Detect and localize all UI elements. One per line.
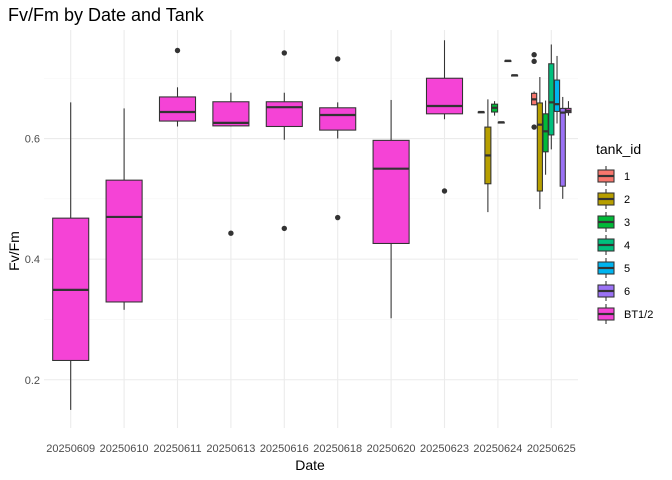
x-tick-label: 20250625 (527, 443, 576, 455)
box-20250623-BT1/2 (425, 40, 464, 194)
outlier-point (335, 56, 341, 62)
chart-title: Fv/Fm by Date and Tank (8, 5, 205, 25)
y-axis-title: Fv/Fm (6, 231, 22, 271)
box-20250613-BT1/2 (212, 92, 250, 236)
legend-item-3: 3 (597, 212, 630, 232)
box-20250625-2 (536, 77, 543, 210)
box-20250609-BT1/2 (52, 102, 90, 410)
box-body (553, 79, 561, 112)
box-20250624-2 (484, 99, 492, 213)
legend-label: 4 (624, 240, 630, 252)
outlier-point (335, 214, 341, 221)
box-body (319, 107, 357, 131)
box-body (425, 77, 464, 115)
x-tick-label: 20250611 (153, 443, 201, 455)
box-body (158, 96, 197, 122)
box-20250625-5 (553, 55, 561, 124)
box-20250611-BT1/2 (158, 47, 197, 127)
outlier-point (531, 124, 537, 130)
box-20250624-1 (477, 110, 485, 114)
y-tick-label: 0.2 (25, 375, 40, 387)
outlier-point (531, 58, 537, 65)
legend-title: tank_id (596, 141, 641, 157)
x-tick-label: 20250613 (206, 443, 255, 455)
legend: tank_id 1 2 3 4 5 6 BT1/2 (596, 141, 653, 324)
box-20250618-BT1/2 (319, 56, 357, 221)
x-tick-label: 20250616 (260, 443, 309, 455)
box-20250610-BT1/2 (105, 108, 143, 310)
legend-label: BT1/2 (624, 309, 653, 321)
legend-label: 3 (624, 217, 630, 229)
box-20250625-3 (542, 100, 549, 175)
legend-item-1: 1 (597, 166, 630, 186)
box-body (265, 101, 303, 128)
y-tick-label: 0.6 (25, 134, 40, 146)
x-tick-label: 20250623 (420, 443, 469, 455)
box-body (559, 107, 566, 187)
box-20250625-BT1/2 (565, 101, 572, 116)
legend-label: 1 (624, 171, 630, 183)
y-axis-ticks: 0.2 0.4 0.6 (25, 134, 40, 387)
outlier-point (174, 47, 181, 54)
box-20250616-BT1/2 (265, 50, 303, 232)
box-body (548, 63, 555, 136)
x-tick-label: 20250620 (367, 443, 416, 455)
legend-label: 2 (624, 194, 630, 206)
legend-label: 6 (624, 286, 630, 298)
box-body (372, 139, 410, 245)
box-20250625-6 (559, 96, 566, 199)
legend-item-6: 6 (597, 281, 630, 301)
box-20250624-3 (491, 101, 499, 116)
box-20250625-1 (531, 52, 538, 130)
box-body (542, 113, 549, 153)
legend-item-4: 4 (597, 235, 630, 255)
legend-item-2: 2 (597, 189, 630, 209)
box-20250620-BT1/2 (372, 99, 410, 319)
legend-item-5: 5 (597, 258, 630, 278)
x-axis-ticks: 20250609 20250610 20250611 20250613 20250616… (46, 443, 576, 455)
x-tick-label: 20250618 (313, 443, 362, 455)
outlier-point (281, 50, 287, 56)
outlier-point (281, 225, 287, 232)
x-axis-title: Date (295, 457, 325, 473)
box-20250624-5 (504, 59, 512, 63)
x-tick-label: 20250609 (46, 443, 95, 455)
x-tick-label: 20250610 (100, 443, 149, 455)
box-layer (52, 40, 572, 410)
box-body (105, 179, 143, 303)
box-20250624-6 (511, 74, 519, 77)
outlier-point (531, 52, 537, 58)
x-tick-label: 20250624 (473, 443, 522, 455)
legend-item-BT1/2: BT1/2 (597, 304, 653, 324)
box-body (536, 102, 543, 192)
outlier-point (228, 230, 234, 236)
y-tick-label: 0.4 (25, 254, 40, 266)
outlier-point (441, 188, 448, 194)
legend-label: 5 (624, 263, 630, 275)
box-20250625-4 (548, 44, 555, 150)
box-20250624-4 (497, 121, 505, 124)
